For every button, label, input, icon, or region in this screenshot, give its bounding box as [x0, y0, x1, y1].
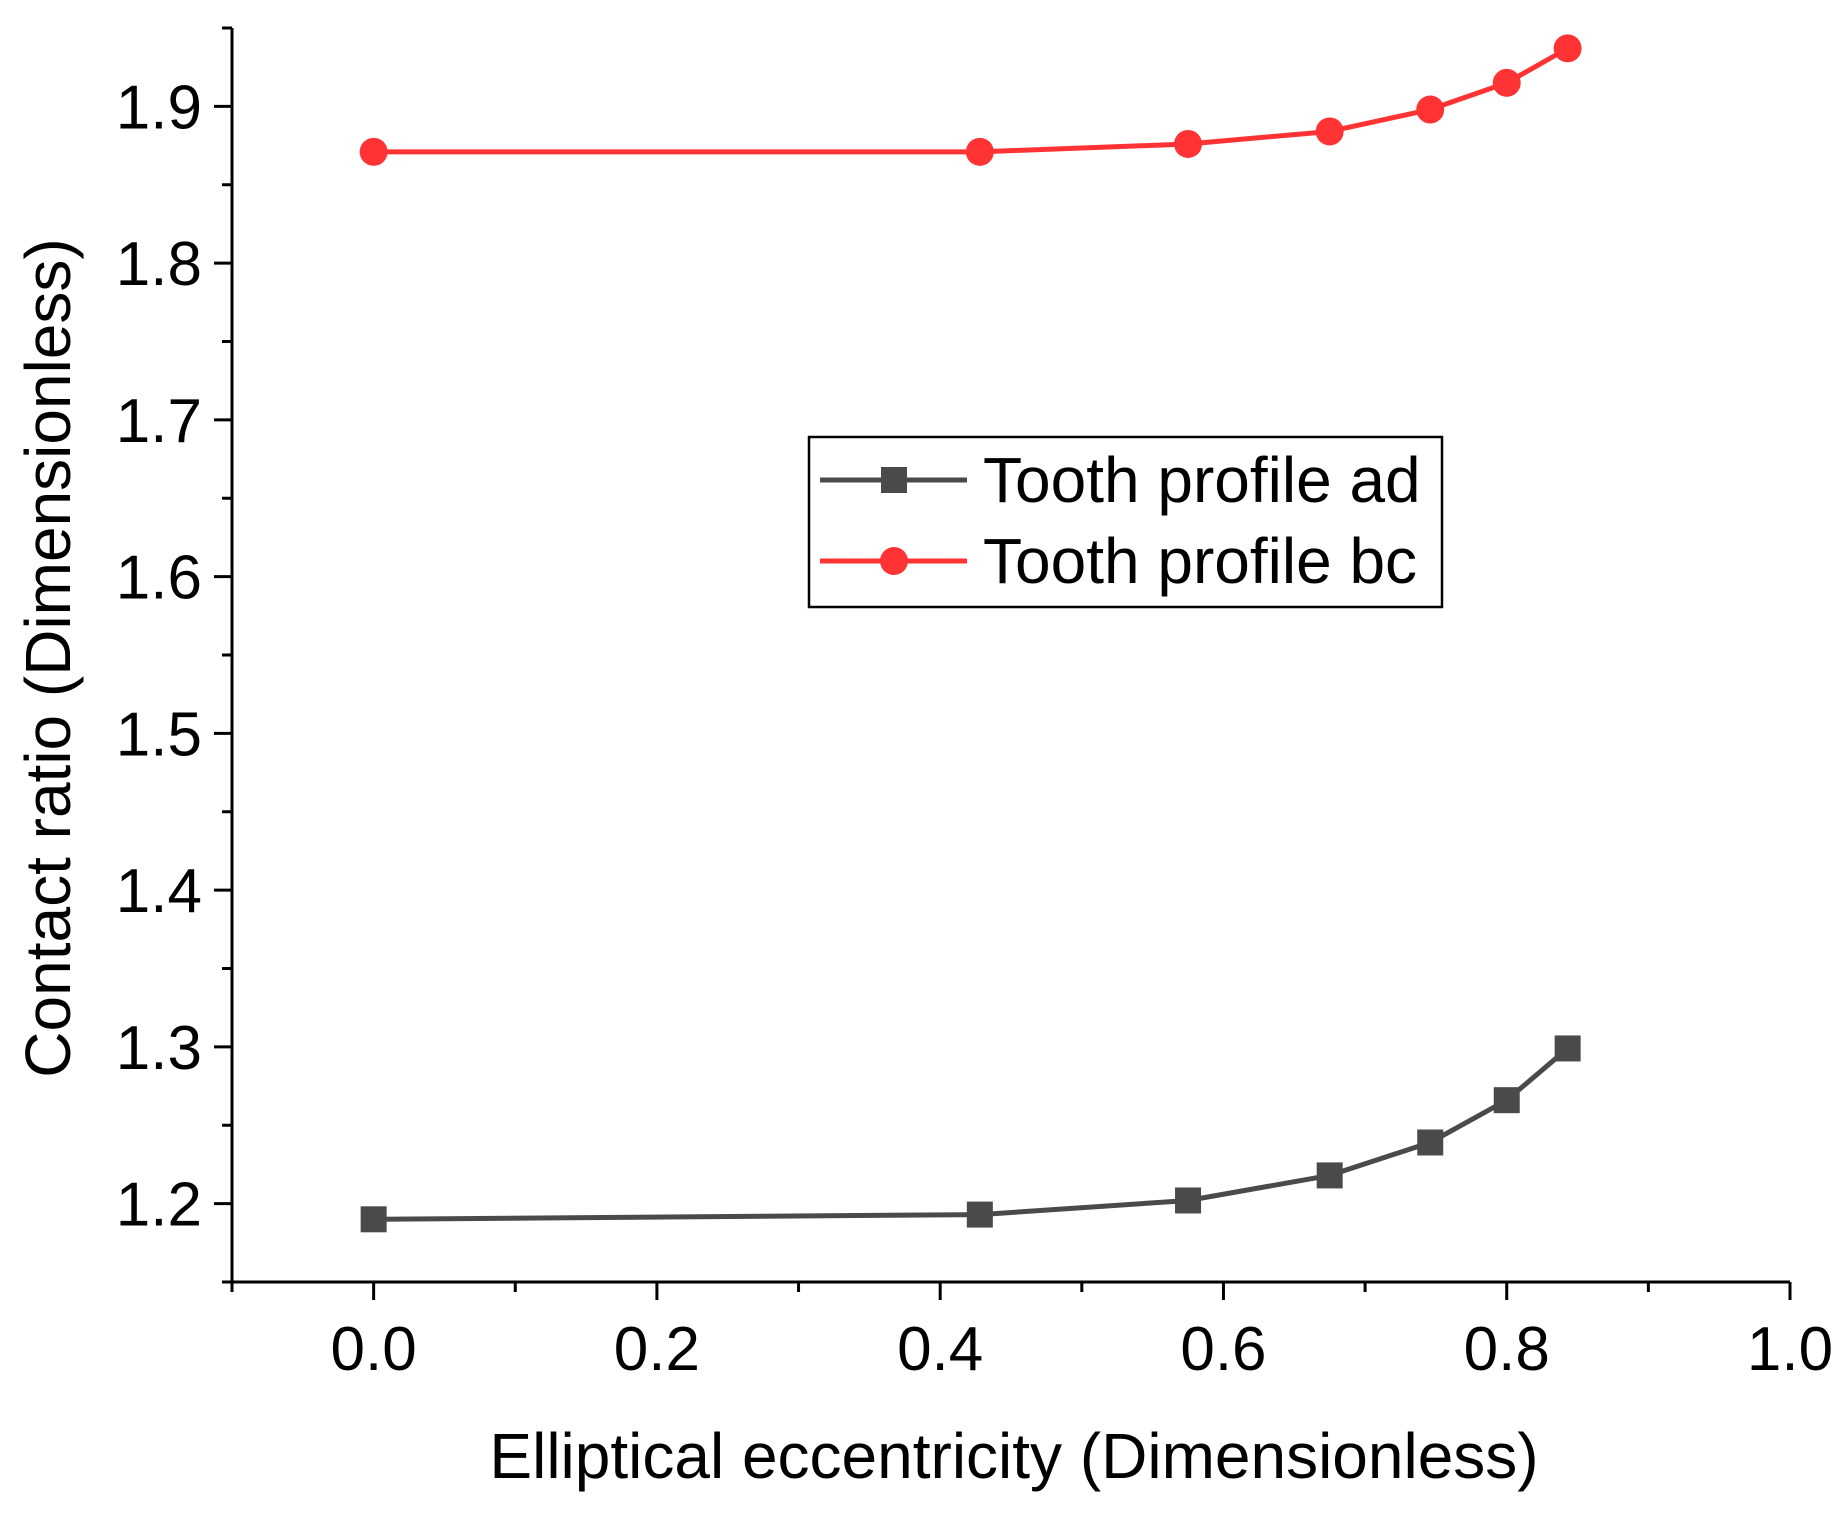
series-line: [373, 1046, 1570, 1222]
y-tick-label: 1.6: [116, 544, 202, 613]
data-point: [966, 1201, 993, 1228]
data-point: [360, 1206, 387, 1233]
x-tick-label: 0.2: [614, 1315, 700, 1384]
data-point: [1493, 1087, 1520, 1114]
data-point: [1416, 95, 1445, 124]
data-point: [1315, 117, 1344, 146]
y-axis-title: Contact ratio (Dimensionless): [12, 238, 84, 1077]
data-point: [1175, 1187, 1202, 1214]
y-tick-label: 1.2: [116, 1171, 202, 1240]
series-line: [373, 46, 1569, 155]
y-tick-label: 1.3: [116, 1014, 202, 1083]
data-point: [1492, 68, 1521, 97]
legend-box: [807, 435, 1444, 609]
y-tick-label: 1.9: [116, 73, 202, 142]
data-point: [359, 137, 388, 166]
legend-marker-bc: [880, 547, 908, 575]
data-point: [965, 137, 994, 166]
data-point: [1316, 1162, 1343, 1189]
y-tick-label: 1.5: [116, 700, 202, 769]
legend-item-bc: Tooth profile bc: [820, 525, 1417, 597]
series-ad: [360, 1035, 1581, 1233]
x-tick-label: 0.0: [331, 1315, 417, 1384]
x-axis-title: Elliptical eccentricity (Dimensionless): [489, 1420, 1538, 1492]
data-point: [1554, 1035, 1581, 1062]
legend-marker-ad: [881, 467, 907, 493]
legend-label-ad: Tooth profile ad: [983, 444, 1421, 516]
axes: [230, 28, 1790, 1284]
data-point: [1174, 129, 1203, 158]
x-tick-label: 1.0: [1747, 1315, 1833, 1384]
legend-item-ad: Tooth profile ad: [820, 444, 1421, 516]
x-tick-label: 0.8: [1464, 1315, 1550, 1384]
x-tick-label: 0.4: [897, 1315, 983, 1384]
y-tick-label: 1.4: [116, 857, 202, 926]
ticks: 0.0 0.2 0.4 0.6 0.8 1.0 1.2 1.3 1.4 1.5 1.6 1.7 1.8 1…: [116, 26, 1833, 1384]
data-point: [1417, 1129, 1444, 1156]
data-point: [1553, 34, 1582, 63]
y-tick-label: 1.8: [116, 230, 202, 299]
legend-label-bc: Tooth profile bc: [983, 525, 1417, 597]
y-tick-label: 1.7: [116, 387, 202, 456]
x-tick-label: 0.6: [1180, 1315, 1266, 1384]
series-layer: [359, 34, 1582, 1233]
legend: Tooth profile ad Tooth profile bc: [807, 435, 1444, 609]
series-bc: [359, 34, 1582, 166]
